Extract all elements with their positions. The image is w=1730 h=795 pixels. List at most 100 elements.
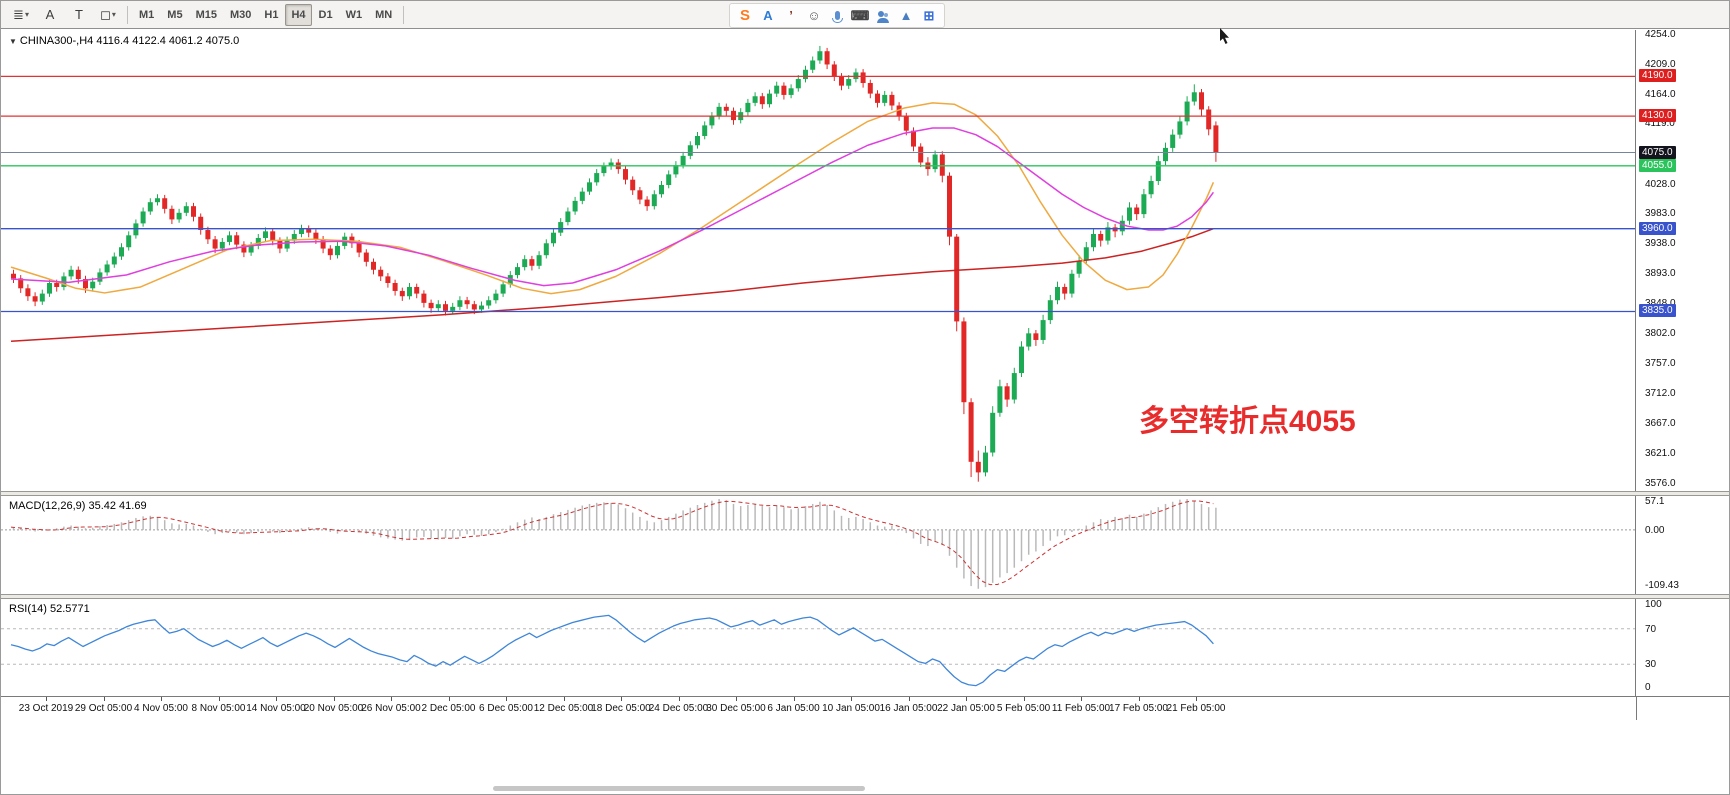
timeframe-H4[interactable]: H4 — [285, 3, 312, 26]
text-annotation-icon[interactable]: A — [45, 7, 55, 22]
time-tick — [966, 697, 967, 701]
timeframe-toolbar: M1 M5 M15 M30 H1 H4 D1 W1 MN — [133, 3, 398, 26]
time-label: 21 Feb 05:00 — [1166, 703, 1226, 714]
skin-up-icon[interactable]: ▲ — [899, 8, 913, 23]
shapes-tool-icon[interactable]: ◻ ▾ — [100, 6, 116, 22]
toolbar-separator — [403, 5, 405, 24]
time-tick — [1023, 697, 1025, 701]
price-line-badge: 4130.0 — [1639, 109, 1676, 123]
time-tick — [448, 697, 450, 701]
price-line-badge: 4190.0 — [1639, 69, 1676, 83]
price-line-badge: 3835.0 — [1639, 304, 1676, 318]
time-tick — [1081, 697, 1082, 701]
price-tick-label: 4119.0 — [1645, 118, 1675, 130]
apps-grid-icon[interactable]: ⊞ — [923, 7, 935, 23]
rsi-tick-label: 100 — [1645, 599, 1662, 610]
time-label: 26 Nov 05:00 — [361, 703, 421, 714]
time-label: 22 Jan 05:00 — [937, 703, 995, 714]
timeframe-M5[interactable]: M5 — [167, 8, 183, 21]
input-mode-icon[interactable]: A — [763, 8, 773, 23]
macd-tick-label: 57.1 — [1645, 496, 1665, 507]
time-label: 2 Dec 05:00 — [421, 703, 476, 714]
time-label: 30 Dec 05:00 — [706, 703, 766, 714]
price-line-badge: 4055.0 — [1639, 158, 1676, 172]
price-tick-label: 3848.0 — [1645, 297, 1676, 309]
time-label: 20 Nov 05:00 — [303, 703, 364, 714]
time-tick — [333, 697, 335, 701]
chart-title: ▼ CHINA300-,H4 4116.4 4122.4 4061.2 4075.… — [9, 35, 239, 47]
time-tick — [678, 697, 680, 701]
time-tick — [851, 697, 852, 701]
price-tick-label: 3983.0 — [1645, 208, 1676, 220]
price-tick-label: 3576.0 — [1645, 478, 1676, 489]
macd-tick-label: 0.00 — [1645, 524, 1665, 536]
timeframe-H1[interactable]: H1 — [264, 8, 279, 21]
toolbar-separator — [127, 5, 128, 24]
time-axis[interactable]: 23 Oct 2019 29 Oct 05:00 4 Nov 05:00 8 Nov … — [1, 696, 1729, 720]
rsi-label: RSI(14) 52.5771 — [9, 603, 90, 615]
text-label-icon[interactable]: T — [75, 7, 83, 22]
price-tick-label: 4254.0 — [1645, 29, 1676, 40]
timeframe-M30[interactable]: M30 — [229, 8, 252, 21]
time-label: 10 Jan 05:00 — [822, 703, 880, 714]
rsi-axis[interactable]: 100 70 30 0 — [1638, 599, 1729, 696]
chart-annotation[interactable]: 多空转折点4055 — [1139, 405, 1356, 438]
rsi-panel: 100 70 30 0 RSI(14) 52.5771 — [1, 599, 1729, 696]
timeframe-M1[interactable]: M1 — [139, 8, 155, 21]
chart-objects-icon[interactable]: ≣ ▾ — [13, 6, 29, 22]
price-line-badge: 4075.0 — [1639, 145, 1676, 159]
panel-divider[interactable] — [1, 491, 1729, 496]
time-label: 6 Dec 05:00 — [479, 703, 533, 714]
sogou-logo-icon[interactable]: S — [739, 7, 750, 24]
price-axis[interactable]: 4254.04209.04164.04119.04074.04028.03983… — [1638, 29, 1729, 491]
time-tick — [276, 697, 277, 701]
time-label: 17 Feb 05:00 — [1109, 703, 1168, 714]
drawing-toolbar: ≣ ▾ A T ◻ ▾ — [7, 4, 122, 26]
mouse-cursor — [1219, 28, 1231, 51]
price-tick-label: 3893.0 — [1645, 268, 1676, 280]
punctuation-icon[interactable]: ’ — [789, 8, 793, 23]
time-tick — [621, 697, 622, 701]
timeframe-D1[interactable]: D1 — [318, 8, 333, 21]
time-label: 8 Nov 05:00 — [191, 703, 246, 714]
timeframe-M15[interactable]: M15 — [195, 8, 217, 21]
price-chart-plot[interactable] — [1, 30, 1636, 491]
time-tick — [793, 697, 795, 701]
macd-plot[interactable] — [1, 496, 1636, 594]
macd-panel: 57.1 0.00 -109.43 MACD(12,26,9) 35.42 41.6… — [1, 496, 1729, 594]
time-tick — [563, 697, 565, 701]
people-icon[interactable] — [874, 6, 892, 26]
macd-tick-label: -109.43 — [1645, 580, 1679, 591]
time-tick — [1138, 697, 1140, 701]
time-label: 5 Feb 05:00 — [996, 703, 1051, 714]
dropdown-arrow-icon: ▾ — [24, 10, 29, 19]
timeframe-W1[interactable]: W1 — [345, 8, 363, 21]
horizontal-scrollbar-thumb[interactable] — [493, 786, 865, 791]
ime-toolbar: S A ’ ☺ ⌨ ▲ ⊞ — [729, 3, 945, 28]
time-label: 24 Dec 05:00 — [648, 703, 709, 714]
symbol-dropdown-icon[interactable]: ▼ — [9, 37, 17, 46]
time-label: 14 Nov 05:00 — [246, 703, 306, 714]
rsi-tick-label: 0 — [1645, 682, 1651, 693]
time-label: 6 Jan 05:00 — [767, 703, 820, 714]
microphone-icon[interactable] — [828, 6, 846, 26]
macd-axis[interactable]: 57.1 0.00 -109.43 — [1638, 496, 1729, 594]
time-label: 16 Jan 05:00 — [879, 703, 938, 714]
price-tick-label: 3621.0 — [1645, 448, 1676, 460]
price-tick-label: 3667.0 — [1645, 417, 1676, 429]
dropdown-arrow-icon: ▾ — [111, 10, 116, 19]
rsi-plot[interactable] — [1, 599, 1636, 696]
chart-title-text: CHINA300-,H4 4116.4 4122.4 4061.2 4075.0 — [19, 35, 240, 47]
time-tick — [736, 697, 737, 701]
time-label: 11 Feb 05:00 — [1051, 703, 1111, 714]
time-tick — [1196, 697, 1197, 701]
emoji-icon[interactable]: ☺ — [807, 8, 821, 23]
rsi-tick-label: 30 — [1645, 659, 1657, 671]
time-tick — [161, 697, 162, 701]
time-tick — [506, 697, 507, 701]
timeframe-MN[interactable]: MN — [375, 8, 393, 21]
panel-divider[interactable] — [1, 594, 1729, 599]
keyboard-icon[interactable]: ⌨ — [850, 7, 870, 23]
price-tick-label: 3757.0 — [1645, 358, 1676, 370]
